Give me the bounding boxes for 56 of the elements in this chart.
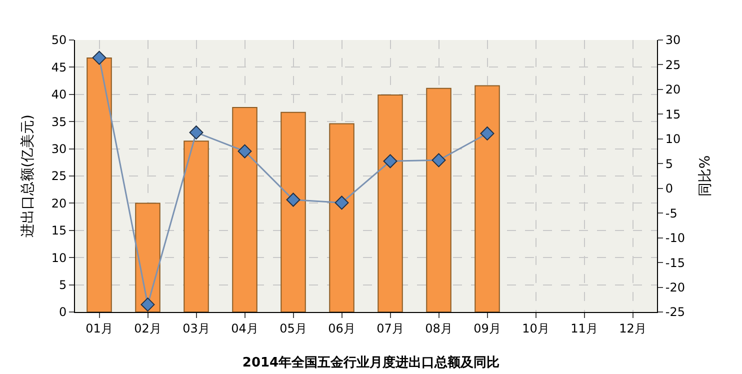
y-tick-label: 40: [51, 88, 67, 102]
y-tick-label: 15: [51, 224, 67, 238]
point: [140, 298, 155, 312]
x-tick-label: 01月: [86, 321, 113, 336]
y-tick-label: 0: [58, 305, 67, 320]
x-tick-label: 03月: [182, 321, 210, 336]
bar: [426, 88, 452, 312]
y2-tick-label: -20: [665, 280, 686, 294]
y-tick-label: 25: [51, 169, 67, 184]
text: 2014年全国五金行业月度进出口总额及同比: [242, 354, 500, 371]
y2-tick-label: -15: [665, 256, 686, 270]
bar: [329, 123, 354, 312]
y-tick-label: 20: [51, 196, 67, 210]
y2-tick-label: 5: [665, 156, 674, 171]
y2-tick-label: 30: [665, 33, 681, 48]
y-tick-label: 30: [51, 142, 67, 156]
point: [432, 153, 446, 168]
x-tick-label: 09月: [474, 321, 501, 336]
y2-tick-label: 20: [665, 82, 681, 97]
point: [480, 126, 494, 140]
x-tick-label: 06月: [328, 321, 356, 336]
y2-tick-label: 10: [665, 132, 681, 146]
y-tick-label: 45: [51, 60, 67, 74]
y-tick-label: 35: [51, 114, 67, 129]
bar: [86, 57, 112, 312]
y2-tick-label: 0: [665, 182, 674, 196]
point: [334, 196, 349, 210]
x-tick-label: 02月: [134, 321, 162, 336]
x-tick-label: 07月: [376, 321, 404, 336]
y2-axis-title: 同比%: [697, 155, 714, 197]
y2-tick-label: -25: [665, 305, 686, 320]
point: [286, 192, 300, 207]
y2-tick-label: 15: [665, 107, 681, 122]
y2-tick-label: -5: [665, 206, 678, 220]
bar: [474, 85, 500, 312]
x-tick-label: 05月: [280, 321, 307, 336]
y2-tick-label: 25: [665, 58, 681, 72]
bar: [135, 202, 160, 312]
y-tick-label: 5: [58, 278, 67, 292]
bar: [184, 140, 209, 312]
y2-tick-label: -10: [665, 231, 686, 246]
x-tick-label: 10月: [522, 321, 550, 336]
bar: [280, 112, 306, 312]
x-tick-label: 08月: [425, 321, 452, 336]
x-tick-label: 04月: [231, 321, 258, 336]
x-tick-label: 11月: [570, 321, 598, 336]
bar: [378, 94, 403, 312]
y-axis-title: 进出口总额(亿美元): [20, 114, 36, 238]
point: [189, 125, 204, 140]
y-tick-label: 10: [51, 250, 67, 265]
y-tick-label: 50: [51, 33, 67, 48]
point: [92, 50, 106, 65]
bar: [232, 106, 258, 312]
x-tick-label: 12月: [619, 321, 646, 336]
point: [238, 144, 252, 158]
point: [383, 154, 398, 168]
